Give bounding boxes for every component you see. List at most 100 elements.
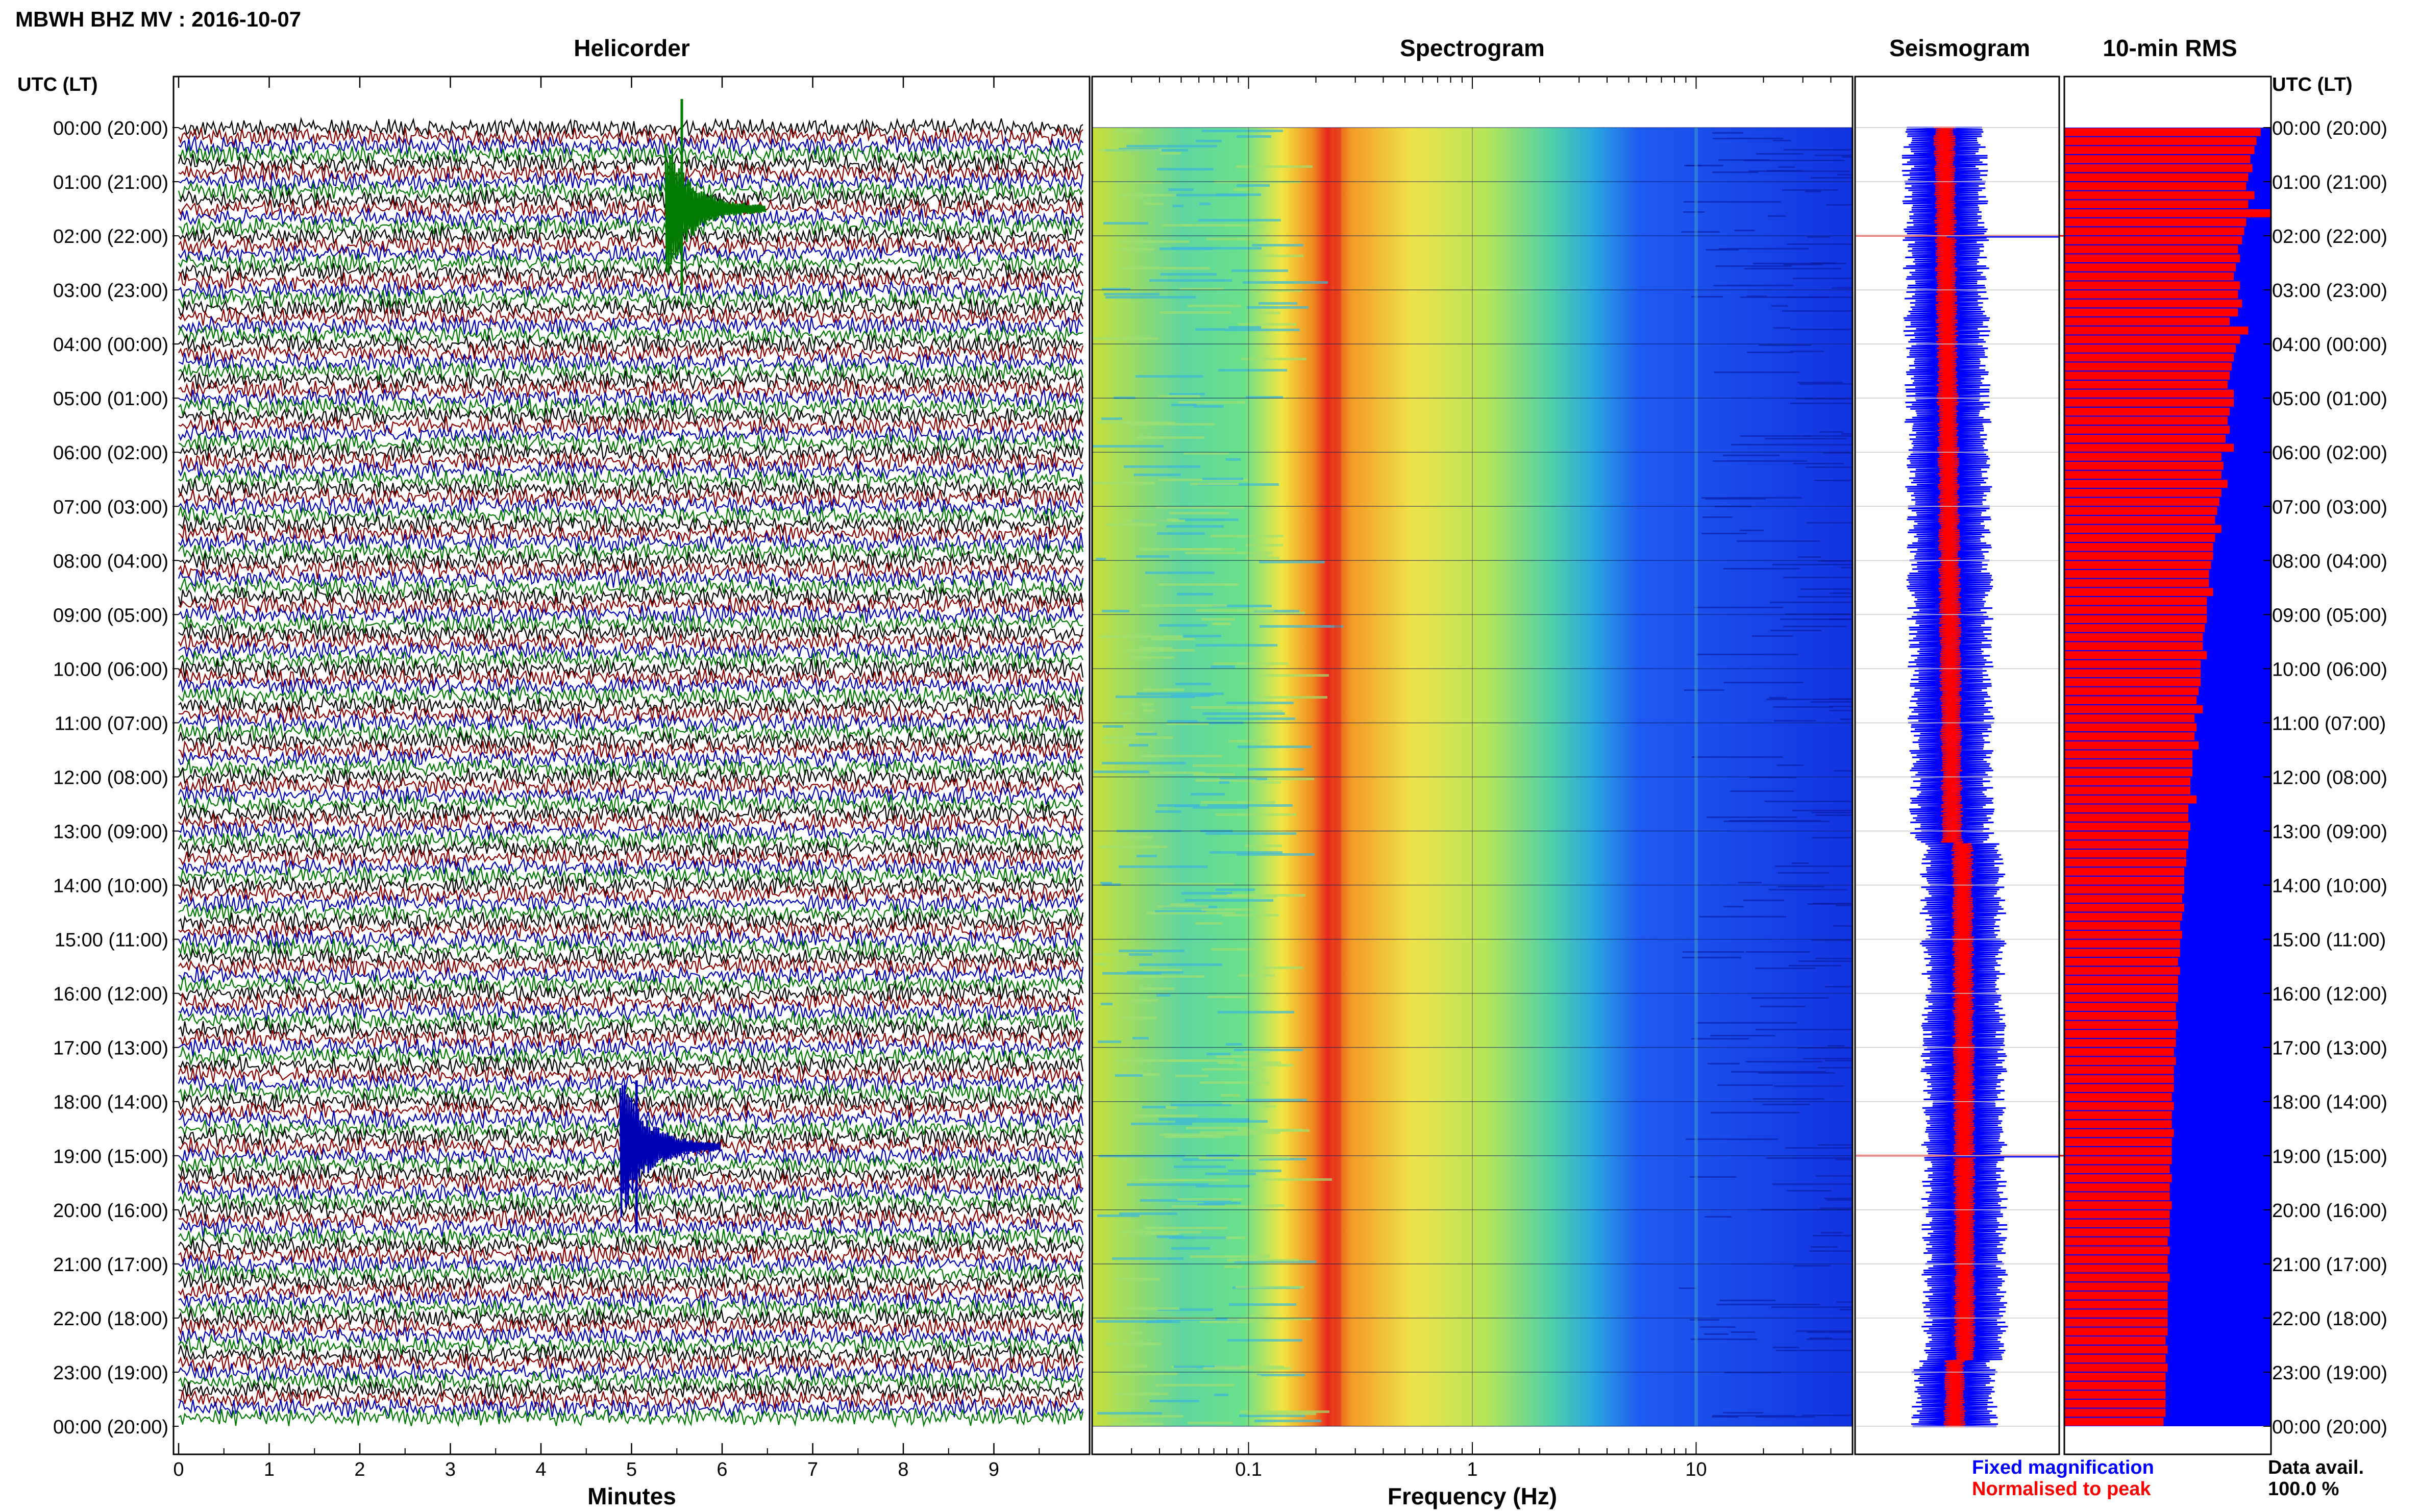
helicorder-trace: [178, 1379, 1083, 1401]
spectrogram-streak: [1696, 654, 1798, 655]
rms-bar: [2064, 669, 2201, 678]
helicorder-trace: [178, 423, 1083, 445]
spectrogram-streak: [1242, 1064, 1293, 1067]
spectrogram-streak: [1124, 1307, 1179, 1310]
helicorder-trace: [178, 1262, 1084, 1283]
spectrogram-streak: [1700, 1326, 1736, 1328]
rms-bar: [2064, 813, 2188, 822]
spectrogram-streak: [1818, 560, 1853, 562]
spectrogram-streak: [1156, 994, 1171, 997]
seismogram-title: Seismogram: [1889, 35, 2030, 61]
rms-bar: [2064, 290, 2238, 299]
rms-bar: [2064, 1057, 2176, 1065]
helicorder-panel: [178, 99, 1084, 1428]
rms-bar: [2064, 858, 2186, 867]
helicorder-trace: [178, 1227, 1084, 1248]
spectrogram-streak: [1207, 996, 1246, 998]
spectrogram-streak: [1139, 987, 1174, 990]
spectrogram-streak: [1760, 1006, 1806, 1007]
rms-bar: [2064, 678, 2201, 686]
rms-bar: [2064, 434, 2226, 443]
spectrogram-streak: [1172, 1205, 1256, 1208]
rms-bar: [2064, 588, 2213, 596]
time-label-right: 02:00 (22:00): [2272, 226, 2387, 247]
spectrogram-streak: [1810, 1337, 1832, 1339]
rms-bar: [2064, 867, 2184, 876]
spectrogram-streak: [1226, 1043, 1242, 1046]
spectrogram-streak: [1815, 155, 1853, 156]
spectrogram-streak: [1817, 1144, 1853, 1146]
spectrogram-streak: [1753, 263, 1846, 264]
rms-bar: [2064, 705, 2203, 713]
spectrogram-streak: [1159, 624, 1207, 627]
spectrogram-streak: [1250, 1375, 1261, 1377]
time-label-left: 14:00 (10:00): [53, 876, 168, 897]
spectrogram-streak: [1776, 1350, 1853, 1351]
spectrogram-streak: [1143, 709, 1155, 712]
spectrogram-streak: [1691, 1339, 1757, 1340]
spectrogram-streak: [1740, 296, 1829, 298]
spectrogram-streak: [1744, 268, 1841, 269]
spectrogram-streak: [1171, 1104, 1231, 1106]
spectrogram-streak: [1121, 1017, 1157, 1019]
rms-bar: [2064, 326, 2249, 335]
spectrogram-streak: [1734, 230, 1755, 231]
rms-bar: [2064, 651, 2207, 659]
helicorder-trace: [178, 459, 1084, 482]
spectrogram-streak: [1201, 908, 1253, 911]
spectrogram-streak: [1166, 525, 1224, 528]
spectrogram-streak: [1227, 1339, 1302, 1342]
rms-bar: [2064, 1048, 2174, 1056]
spectrogram-streak: [1679, 1287, 1696, 1289]
helicorder-trace: [178, 1028, 1083, 1050]
spectrogram-streak: [1191, 793, 1225, 796]
rms-bar: [2064, 1111, 2172, 1120]
spectrogram-streak: [1236, 165, 1313, 168]
spectrogram-streak: [1097, 1214, 1140, 1217]
spectrogram-streak: [1131, 656, 1174, 659]
helicorder-trace: [178, 820, 1083, 842]
spectrogram-streak: [1747, 352, 1793, 353]
spectrogram-streak: [1126, 145, 1217, 147]
rms-bar: [2064, 570, 2209, 578]
time-label-right: 23:00 (19:00): [2272, 1362, 2387, 1384]
spectrogram-streak: [1830, 592, 1853, 594]
helicorder-trace: [178, 1218, 1084, 1240]
spectrogram-streak: [1827, 1199, 1853, 1201]
spectrogram-streak: [1840, 718, 1853, 720]
helicorder-trace: [178, 830, 1084, 850]
spectrogram-streak: [1183, 635, 1221, 637]
spectrogram-streak: [1157, 583, 1239, 586]
time-label-left: 07:00 (03:00): [53, 497, 168, 518]
spectrogram-streak: [1815, 958, 1853, 959]
rms-bar: [2064, 633, 2203, 641]
helicorder-trace: [178, 549, 1084, 572]
helicorder-trace: [178, 180, 1083, 202]
spectrogram-streak: [1717, 1084, 1773, 1086]
spectrogram-streak: [1771, 305, 1788, 307]
helicorder-trace: [178, 262, 1083, 282]
spectrogram-streak: [1800, 588, 1853, 590]
helicorder-trace: [178, 234, 1083, 256]
time-label-right: 00:00 (20:00): [2272, 1417, 2387, 1438]
spectrogram-streak: [1143, 969, 1182, 972]
helicorder-trace: [178, 523, 1083, 544]
helicorder-x-tick-label: 0: [173, 1459, 184, 1480]
spectrogram-streak: [1836, 1301, 1853, 1303]
helicorder-trace: [178, 866, 1083, 887]
spectrogram-streak: [1099, 149, 1162, 152]
time-label-left: 02:00 (22:00): [53, 226, 168, 247]
spectrogram-streak: [1713, 285, 1793, 286]
time-label-left: 12:00 (08:00): [53, 767, 168, 788]
spectrogram-streak: [1797, 1047, 1853, 1049]
time-label-right: 13:00 (09:00): [2272, 822, 2387, 843]
spectrogram-streak: [1787, 1190, 1832, 1192]
spectrogram-streak: [1169, 393, 1205, 395]
helicorder-trace: [178, 143, 1084, 165]
rms-bar: [2064, 1354, 2166, 1363]
spectrogram-streak: [1199, 203, 1211, 205]
time-label-right: 15:00 (11:00): [2272, 930, 2386, 951]
spectrogram-streak: [1705, 1216, 1732, 1218]
spectrogram-streak: [1730, 790, 1794, 792]
rms-bar: [2064, 353, 2234, 362]
